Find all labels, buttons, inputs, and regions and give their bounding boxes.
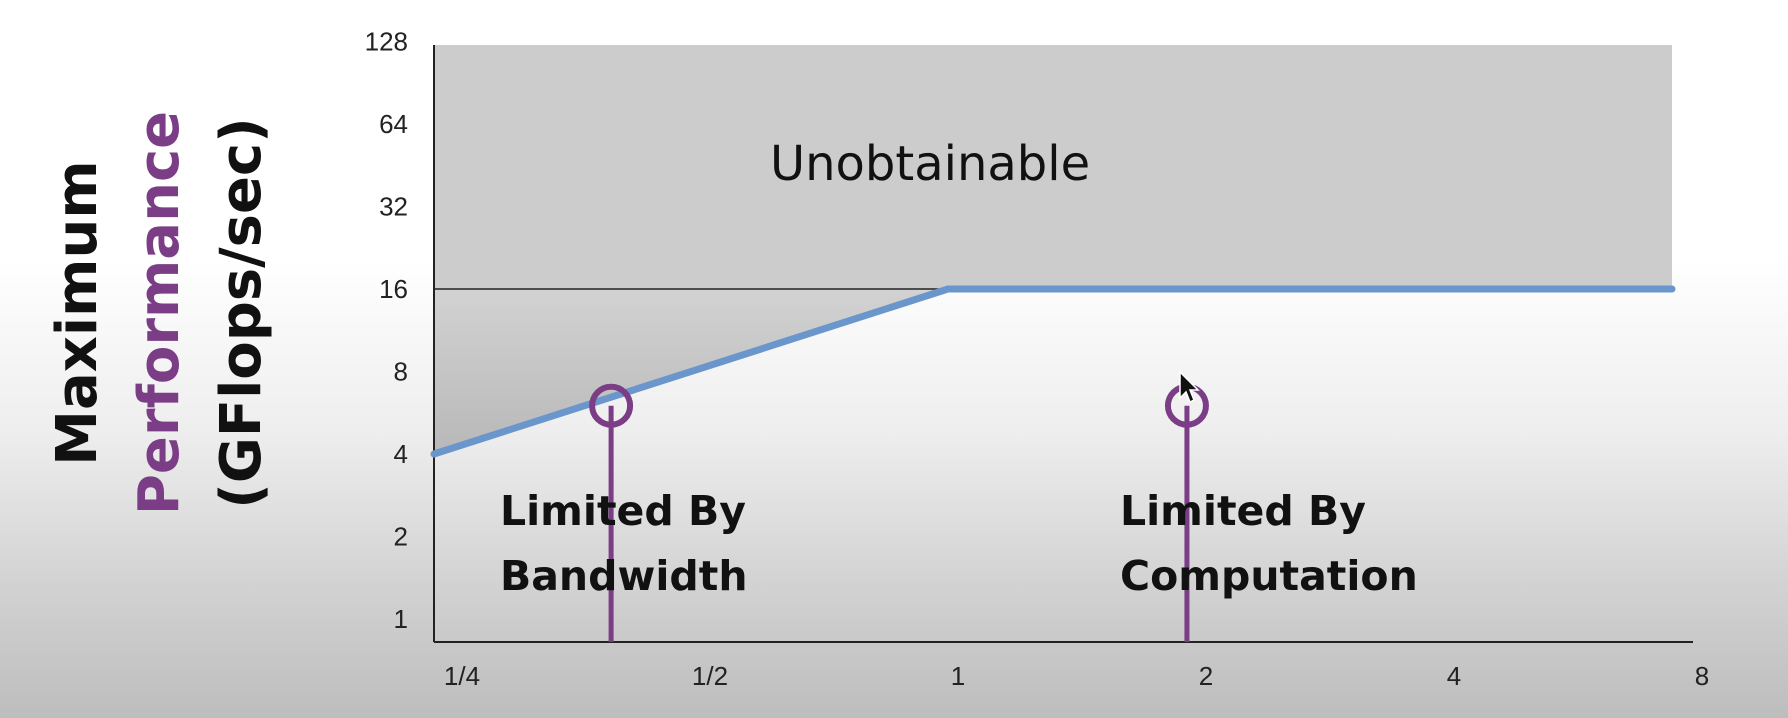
computation-label-line1: Limited By	[1120, 487, 1366, 535]
y-tick-label: 2	[394, 522, 408, 552]
y-tick-label: 16	[379, 274, 408, 304]
unobtainable-region	[434, 45, 1672, 289]
bandwidth-label-line2: Bandwidth	[500, 552, 748, 600]
x-tick-label: 2	[1199, 661, 1213, 691]
mouse-cursor-icon	[1179, 370, 1200, 404]
x-tick-label: 1/4	[444, 661, 480, 691]
y-tick-label: 1	[394, 604, 408, 634]
bandwidth-label-line1: Limited By	[500, 487, 746, 535]
x-tick-label: 1/2	[692, 661, 728, 691]
computation-label-line2: Computation	[1120, 552, 1418, 600]
x-tick-label: 8	[1695, 661, 1709, 691]
y-tick-label: 8	[394, 357, 408, 387]
y-tick-label: 64	[379, 109, 408, 139]
x-tick-label: 4	[1447, 661, 1461, 691]
y-tick-label: 128	[365, 27, 408, 57]
x-tick-label: 1	[951, 661, 965, 691]
roofline-series	[430, 285, 1676, 458]
y-tick-label: 32	[379, 192, 408, 222]
marker-circle	[589, 383, 634, 428]
y-tick-label: 4	[394, 439, 408, 469]
unobtainable-label: Unobtainable	[770, 136, 1090, 192]
